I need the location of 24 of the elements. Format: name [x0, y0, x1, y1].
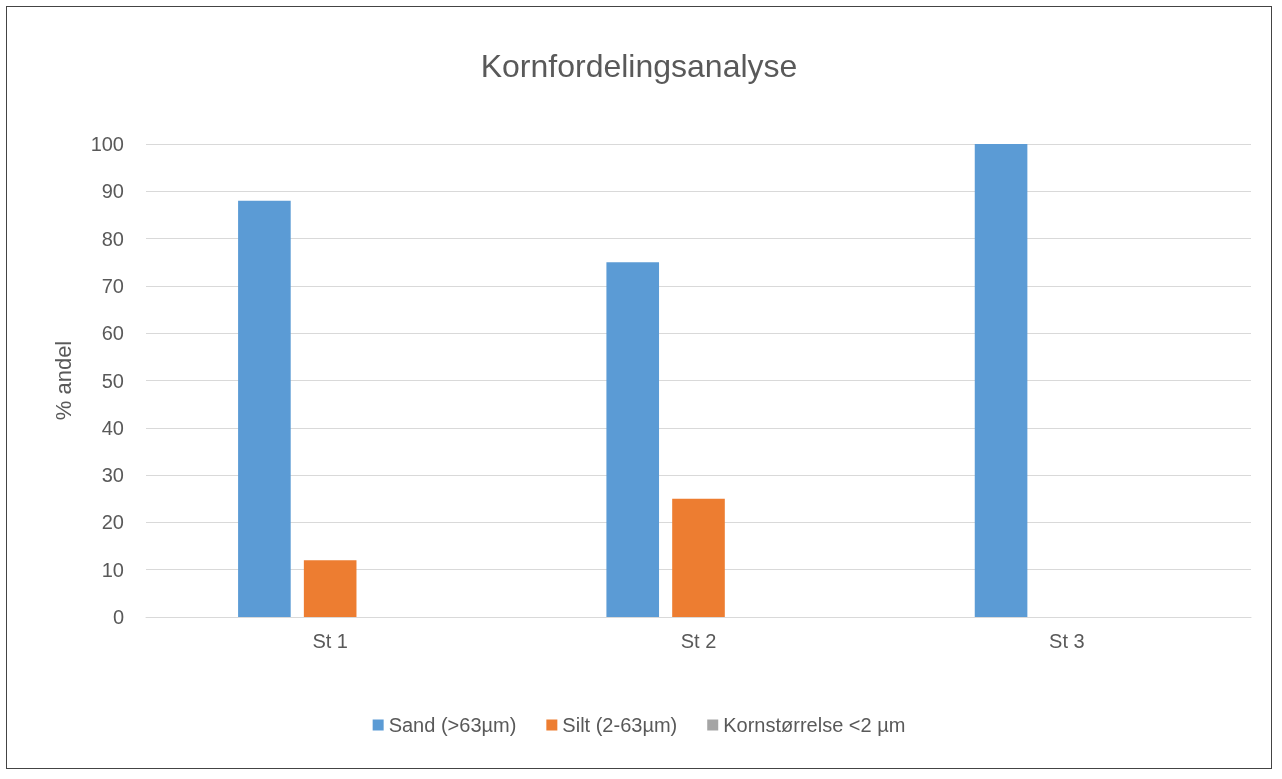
y-tick-label: 40 [101, 416, 124, 439]
x-tick-label: St 1 [312, 630, 348, 652]
y-axis-title: % andel [50, 340, 76, 421]
x-tick-label: St 3 [1049, 630, 1085, 652]
chart-title: Kornfordelingsanalyse [480, 48, 798, 84]
y-tick-label: 30 [101, 464, 124, 487]
y-tick-label: 50 [101, 369, 124, 392]
legend-label: Silt (2-63µm) [562, 714, 678, 736]
y-tick-label: 0 [112, 606, 124, 628]
y-tick-label: 100 [90, 133, 124, 155]
legend-label: Kornstørrelse <2 µm [723, 714, 906, 736]
y-tick-label: 80 [101, 227, 124, 250]
bar [672, 498, 725, 617]
bar [606, 262, 660, 617]
bar [974, 144, 1028, 617]
bar [303, 560, 357, 617]
y-tick-label: 10 [101, 558, 124, 581]
y-tick-label: 20 [101, 511, 124, 534]
y-tick-label: 90 [101, 180, 124, 203]
x-tick-label: St 2 [680, 630, 717, 652]
bar [238, 200, 291, 617]
y-tick-label: 60 [101, 322, 124, 345]
y-tick-label: 70 [101, 274, 124, 297]
legend-label: Sand (>63µm) [388, 714, 517, 736]
